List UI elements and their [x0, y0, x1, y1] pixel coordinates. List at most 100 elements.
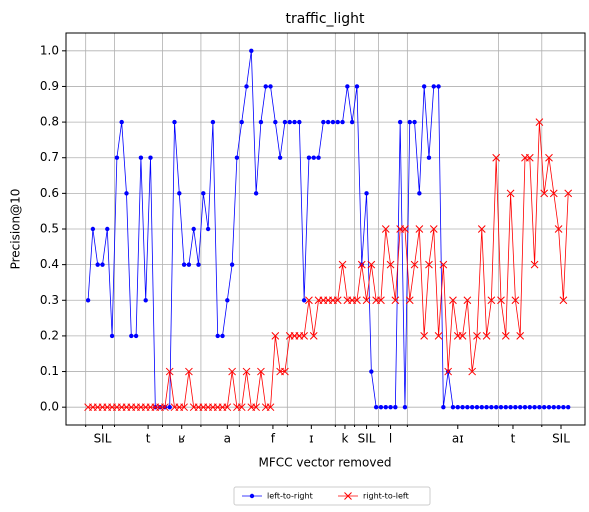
data-point [242, 367, 251, 376]
data-point [393, 404, 398, 410]
y-tick-label: 0.8 [40, 115, 59, 129]
legend-label: left-to-right [267, 492, 313, 501]
data-point [161, 403, 169, 412]
y-tick-label: 0.2 [40, 328, 59, 342]
y-tick-label: 0.6 [40, 186, 59, 200]
data-point [378, 404, 384, 410]
data-point [487, 296, 496, 305]
data-point [277, 155, 283, 160]
data-point [564, 189, 573, 198]
data-point [119, 119, 124, 125]
data-point [565, 404, 571, 410]
data-point [185, 367, 193, 376]
data-point [417, 191, 422, 196]
data-point [436, 84, 441, 89]
y-tick-label: 0.5 [40, 222, 59, 236]
y-tick-label: 0.3 [40, 293, 59, 307]
data-point [506, 189, 515, 198]
data-point [513, 404, 518, 410]
data-point [85, 298, 91, 303]
data-point [391, 296, 400, 305]
data-point [377, 296, 385, 305]
data-point [273, 119, 278, 125]
data-point [105, 226, 110, 232]
data-point [369, 369, 374, 374]
data-point [228, 367, 236, 376]
data-point [257, 367, 265, 376]
data-point [311, 155, 316, 160]
x-tick-label: k [341, 432, 348, 446]
data-point [383, 404, 388, 410]
data-point [556, 404, 561, 410]
data-point [124, 191, 129, 196]
data-point [517, 404, 523, 410]
data-point [469, 404, 475, 410]
x-tick-label: t [511, 432, 516, 446]
data-point [90, 226, 96, 232]
data-point [450, 404, 456, 410]
data-point [468, 367, 477, 376]
data-point [196, 262, 201, 267]
plot-frame [65, 32, 586, 426]
data-point [473, 332, 481, 340]
data-point [244, 84, 249, 89]
data-point [489, 404, 494, 410]
data-point [271, 332, 280, 340]
data-point [532, 404, 537, 410]
data-point [167, 404, 172, 410]
data-point [402, 404, 408, 410]
data-point [546, 404, 552, 410]
data-point [253, 191, 259, 196]
data-point [405, 296, 414, 305]
legend-marker [344, 492, 352, 500]
data-point [444, 367, 453, 376]
data-point [281, 367, 289, 376]
data-point [429, 225, 438, 233]
data-point [407, 119, 412, 125]
data-point [482, 332, 491, 340]
data-point [239, 119, 244, 125]
x-tick-label: l [389, 432, 392, 446]
data-point [210, 119, 216, 125]
data-point [367, 260, 376, 269]
data-point [525, 153, 534, 162]
data-point [354, 84, 360, 89]
data-point [460, 404, 465, 410]
x-tick-label: ɪ [309, 432, 313, 446]
data-point [511, 296, 520, 305]
data-point [434, 332, 443, 340]
data-point [186, 262, 192, 267]
data-point [420, 332, 429, 340]
data-point [165, 367, 174, 376]
x-tick-label: SIL [94, 432, 112, 446]
data-point [535, 118, 544, 126]
data-point [439, 260, 448, 269]
data-point [95, 262, 100, 267]
data-point [114, 155, 120, 160]
data-point [180, 403, 188, 412]
data-point [282, 119, 288, 125]
data-point [397, 119, 403, 125]
x-tick-label: SIL [358, 432, 376, 446]
data-point [292, 119, 297, 125]
data-point [215, 333, 220, 339]
data-point [266, 403, 275, 412]
data-point [234, 155, 240, 160]
y-tick-label: 0.1 [40, 364, 59, 378]
data-point [177, 191, 182, 196]
data-point [484, 404, 489, 410]
data-point [349, 119, 355, 125]
data-point [537, 404, 542, 410]
data-point [268, 84, 273, 89]
y-tick-label: 0.7 [40, 150, 59, 164]
data-point [551, 404, 556, 410]
data-point [143, 298, 148, 303]
data-point [345, 84, 350, 89]
y-axis-label: Precision@10 [9, 189, 23, 270]
y-tick-label: 0.9 [40, 79, 59, 93]
chart-title: traffic_light [285, 11, 365, 27]
data-point [421, 84, 427, 89]
data-point [540, 189, 549, 198]
legend-marker [249, 493, 255, 499]
data-point [321, 119, 326, 125]
